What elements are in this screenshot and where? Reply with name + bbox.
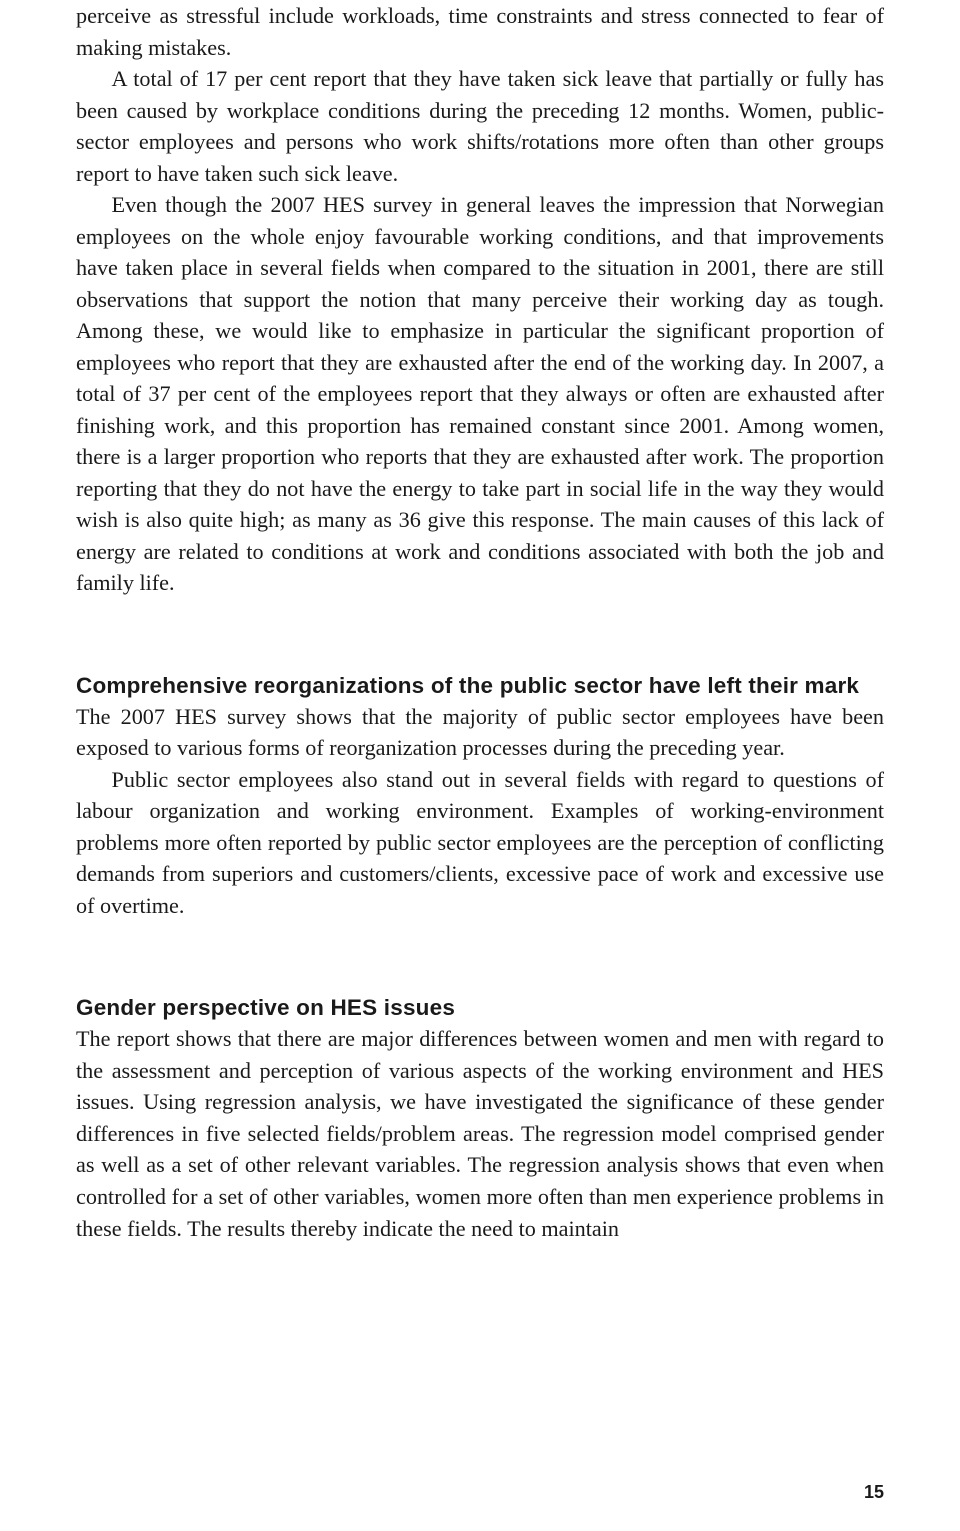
paragraph: perceive as stressful include workloads,… <box>76 0 884 63</box>
paragraph: The report shows that there are major di… <box>76 1023 884 1244</box>
paragraph: Public sector employees also stand out i… <box>76 764 884 922</box>
section-heading: Gender perspective on HES issues <box>76 995 884 1021</box>
paragraph: A total of 17 per cent report that they … <box>76 63 884 189</box>
document-page: perceive as stressful include workloads,… <box>0 0 960 1531</box>
page-number: 15 <box>864 1482 884 1503</box>
section-heading: Comprehensive reorganizations of the pub… <box>76 673 884 699</box>
paragraph: The 2007 HES survey shows that the major… <box>76 701 884 764</box>
section-spacer <box>76 599 884 673</box>
paragraph: Even though the 2007 HES survey in gener… <box>76 189 884 599</box>
section-spacer <box>76 921 884 995</box>
